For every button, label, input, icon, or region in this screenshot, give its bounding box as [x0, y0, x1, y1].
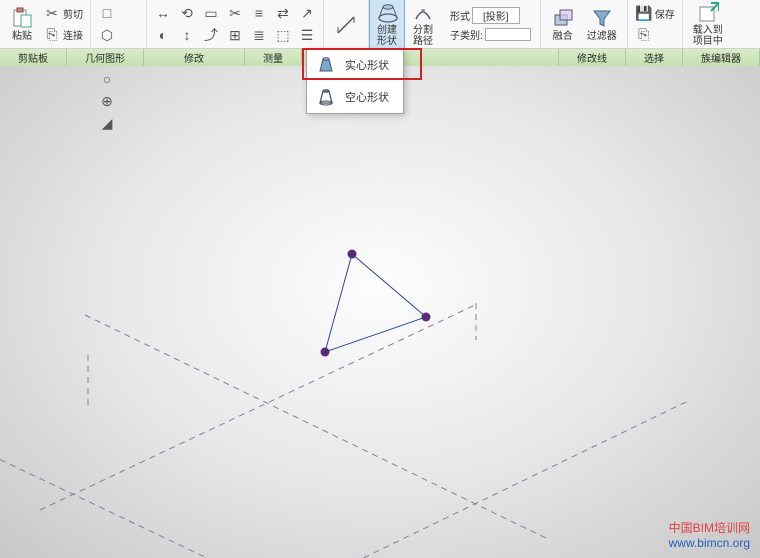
filter-icon	[591, 7, 613, 29]
filter-button[interactable]: 过滤器	[581, 5, 623, 44]
solid-shape-icon	[315, 53, 337, 78]
create-shape-label: 创建 形状	[377, 25, 397, 47]
watermark: 中国BIM培训网 www.bimcn.org	[669, 521, 750, 552]
modify-btn[interactable]: ⇄	[271, 2, 295, 24]
modify-btn[interactable]: ◐	[151, 24, 175, 46]
tab-measure[interactable]: 测量	[245, 49, 302, 66]
modify-btn[interactable]: ↗	[295, 2, 319, 24]
modify-btn[interactable]: ↔	[151, 2, 175, 24]
tab-family-editor[interactable]: 族编辑器	[683, 49, 760, 66]
save-group: 💾保存 ⎘	[628, 0, 683, 48]
geometry-group: □ ⬡ ◇ ○ ⊕ ◢	[91, 0, 147, 48]
create-shape-dropdown: 实心形状 空心形状	[306, 48, 404, 114]
load-group: 载入到 项目中	[683, 0, 733, 48]
clipboard-group: 粘贴 ✂剪切 ⎘连接	[0, 0, 91, 48]
subcat-row[interactable]: 子类别:	[447, 26, 534, 43]
tab-geometry[interactable]: 几何图形	[67, 49, 144, 66]
modify-btn[interactable]: ✂	[223, 2, 247, 24]
measure-button[interactable]	[328, 11, 364, 37]
modify-group: ↔ ⟲ ▭ ✂ ≡ ⇄ ↗ ◐ ↕ ⤴ ⊞ ≣ ⬚ ☰	[147, 0, 324, 48]
filter-label: 过滤器	[587, 31, 617, 42]
geom-icon[interactable]: ⊕	[95, 90, 119, 112]
form-group: 创建 形状 分割 路径 形式 [投影] 子类别:	[369, 0, 541, 48]
modify-btn[interactable]: ⟲	[175, 2, 199, 24]
create-shape-icon	[376, 1, 398, 23]
modify-btn[interactable]: ≡	[247, 2, 271, 24]
paste-button[interactable]: 粘贴	[4, 5, 40, 44]
cut-button[interactable]: ✂剪切	[40, 4, 86, 24]
load-project-button[interactable]: 载入到 项目中	[687, 0, 729, 49]
split-path-button[interactable]: 分割 路径	[405, 0, 441, 49]
misc-button[interactable]: ⎘	[632, 25, 678, 45]
scissors-icon: ✂	[43, 5, 61, 23]
paste-label: 粘贴	[12, 31, 32, 42]
modify-btn[interactable]: ≣	[247, 24, 271, 46]
load-icon	[697, 1, 719, 23]
doc-icon: ⎘	[635, 26, 653, 44]
paste-icon	[11, 7, 33, 29]
modify-btn[interactable]: ⤴	[199, 24, 223, 46]
modify-btn[interactable]: ▭	[199, 2, 223, 24]
tab-clipboard[interactable]: 剪贴板	[0, 49, 67, 66]
void-shape-icon	[315, 85, 337, 110]
load-label: 载入到 项目中	[693, 25, 723, 47]
save-button[interactable]: 💾保存	[632, 4, 678, 24]
blend-group: 融合 过滤器	[541, 0, 628, 48]
watermark-line2: www.bimcn.org	[669, 536, 750, 552]
blend-label: 融合	[553, 31, 573, 42]
modify-btn[interactable]: ↕	[175, 24, 199, 46]
tab-select[interactable]: 选择	[626, 49, 683, 66]
tab-modify[interactable]: 修改	[144, 49, 245, 66]
modify-btn[interactable]: ☰	[295, 24, 319, 46]
measure-group	[324, 0, 369, 48]
create-shape-button[interactable]: 创建 形状	[369, 0, 405, 50]
tab-modify-line[interactable]: 修改线	[559, 49, 626, 66]
solid-shape-item[interactable]: 实心形状	[307, 49, 403, 81]
geom-icon[interactable]: ◢	[95, 112, 119, 134]
solid-shape-label: 实心形状	[345, 57, 389, 73]
blend-button[interactable]: 融合	[545, 5, 581, 44]
modify-btn[interactable]: ⊞	[223, 24, 247, 46]
void-shape-item[interactable]: 空心形状	[307, 81, 403, 113]
measure-icon	[335, 13, 357, 35]
geom-icon[interactable]: □	[95, 2, 119, 24]
void-shape-label: 空心形状	[345, 89, 389, 105]
form-type-row[interactable]: 形式 [投影]	[447, 6, 534, 25]
link-button[interactable]: ⎘连接	[40, 25, 86, 45]
link-icon: ⎘	[43, 26, 61, 44]
watermark-line1: 中国BIM培训网	[669, 521, 750, 537]
geom-icon[interactable]: ⬡	[95, 24, 119, 46]
split-icon	[412, 1, 434, 23]
split-label: 分割 路径	[413, 25, 433, 47]
save-icon: 💾	[635, 5, 653, 23]
model-viewport[interactable]	[0, 65, 760, 558]
modify-btn[interactable]: ⬚	[271, 24, 295, 46]
geom-icon[interactable]: ○	[95, 68, 119, 90]
ribbon-toolbar: 粘贴 ✂剪切 ⎘连接 □ ⬡ ◇ ○ ⊕ ◢ ↔ ⟲ ▭ ✂	[0, 0, 760, 49]
blend-icon	[552, 7, 574, 29]
viewport-canvas	[0, 65, 760, 558]
